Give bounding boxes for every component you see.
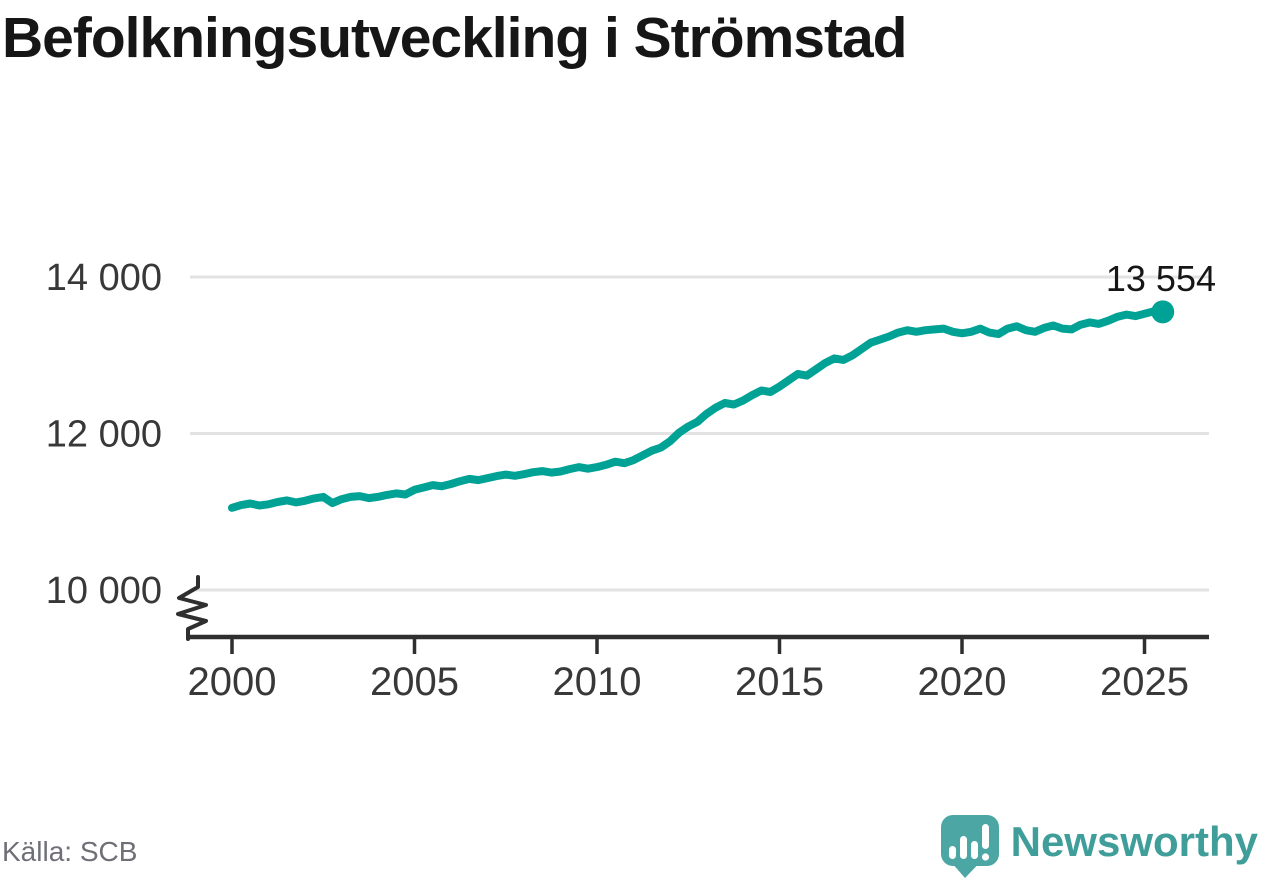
exclamation-bar-icon — [981, 824, 989, 849]
newsworthy-logo: Newsworthy — [940, 814, 1258, 879]
latest-value-label: 13 554 — [1105, 258, 1216, 299]
bar-icon-tall — [959, 836, 967, 859]
speech-bubble-shape — [940, 815, 999, 878]
brand-name: Newsworthy — [1010, 817, 1258, 865]
x-axis-tick-label: 2000 — [188, 660, 277, 704]
y-axis-tick-label: 12 000 — [46, 414, 162, 456]
x-axis-tick-label: 2015 — [735, 660, 824, 704]
y-axis-break-icon — [176, 575, 208, 641]
source-note: Källa: SCB — [2, 836, 138, 867]
newsworthy-bubble-chart-icon — [940, 815, 999, 878]
y-axis-tick-label: 10 000 — [46, 570, 162, 612]
bar-icon-short — [948, 846, 956, 859]
exclamation-dot-icon — [981, 853, 989, 861]
x-axis-tick-label: 2005 — [370, 660, 459, 704]
latest-value-dot — [1151, 300, 1175, 324]
x-axis-tick-label: 2020 — [918, 660, 1007, 704]
population-series-line — [228, 307, 1167, 512]
x-axis-tick-label: 2010 — [553, 660, 642, 704]
y-axis-tick-label: 14 000 — [46, 257, 162, 299]
x-axis-tick-label: 2025 — [1100, 660, 1189, 704]
chart-title: Befolkningsutveckling i Strömstad — [2, 6, 908, 70]
bar-icon-medium — [970, 841, 978, 859]
